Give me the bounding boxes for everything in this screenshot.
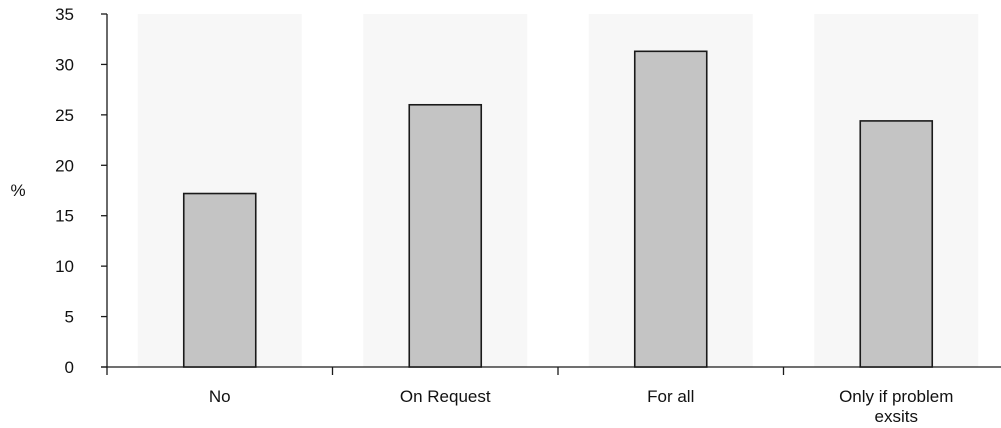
- y-tick-label: 25: [55, 106, 74, 125]
- y-tick-label: 0: [65, 358, 74, 377]
- category-bands: [137, 14, 979, 367]
- bar: [182, 192, 257, 368]
- x-tick-label: No: [209, 387, 231, 406]
- y-tick-label: 20: [55, 156, 74, 175]
- y-axis: 0 5 10 15 20 25 30 35: [55, 5, 108, 377]
- y-tick-label: 30: [55, 55, 74, 74]
- x-tick-label: On Request: [400, 387, 491, 406]
- x-tick-label: For all: [647, 387, 694, 406]
- y-tick-label: 35: [55, 5, 74, 24]
- bar: [408, 103, 483, 368]
- y-tick-label: 5: [65, 308, 74, 327]
- y-tick-label: 15: [55, 207, 74, 226]
- bar: [859, 120, 934, 368]
- x-tick-label: Only if problem exsits: [839, 387, 953, 426]
- bars: [182, 50, 934, 368]
- bar: [633, 50, 708, 368]
- y-tick-label: 10: [55, 257, 74, 276]
- x-axis: No On Request For all Only if problem exsits: [101, 366, 1001, 426]
- y-axis-title: %: [10, 181, 25, 200]
